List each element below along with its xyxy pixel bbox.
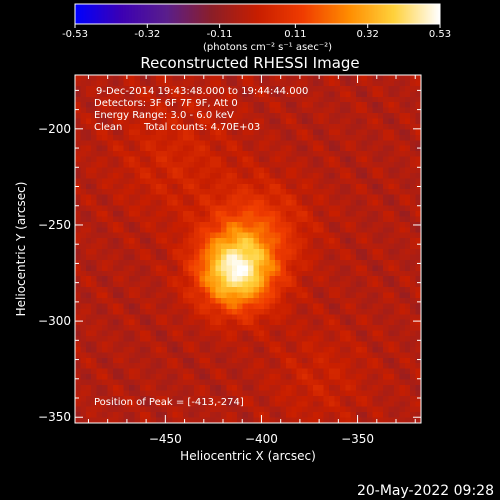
annotation-method: Clean	[94, 122, 122, 133]
colorbar-tick-label: -0.53	[62, 29, 88, 40]
colorbar-frame	[74, 3, 441, 25]
colorbar-tick-label: -0.32	[134, 29, 160, 40]
timestamp-footer: 20-May-2022 09:28	[357, 483, 494, 499]
colorbar-unit-label: (photons cm⁻² s⁻¹ asec⁻²)	[203, 42, 332, 53]
chart-title: Reconstructed RHESSI Image	[140, 54, 359, 72]
y-tick-label: −250	[38, 218, 71, 232]
y-tick-label: −300	[38, 314, 71, 328]
x-tick-label: −400	[245, 432, 278, 446]
colorbar-gradient	[75, 4, 440, 24]
plot-area: −450 −400 −350 −200 −250 −300 −350	[38, 74, 422, 446]
colorbar-tick-label: 0.53	[429, 29, 451, 40]
annotation-block: 9-Dec-2014 19:43:48.000 to 19:44:44.000 …	[94, 86, 308, 408]
heatmap-image	[75, 75, 421, 423]
colorbar-tick-label: 0.11	[284, 29, 306, 40]
x-tick-label: −350	[341, 432, 374, 446]
annotation-total-counts: Total counts: 4.70E+03	[143, 122, 260, 133]
annotation-detectors: Detectors: 3F 6F 7F 9F, Att 0	[94, 98, 238, 109]
colorbar: -0.53 -0.32 -0.11 0.11 0.32 0.53 (photons cm⁻…	[62, 3, 451, 53]
x-tick-label: −450	[149, 432, 182, 446]
y-tick-label: −200	[38, 122, 71, 136]
y-axis-label: Heliocentric Y (arcsec)	[14, 182, 28, 317]
x-axis-label: Heliocentric X (arcsec)	[180, 449, 316, 463]
annotation-time-range: 9-Dec-2014 19:43:48.000 to 19:44:44.000	[96, 86, 308, 97]
colorbar-tick-label: 0.32	[357, 29, 379, 40]
annotation-energy-range: Energy Range: 3.0 - 6.0 keV	[94, 110, 234, 121]
colorbar-tick-label: -0.11	[207, 29, 233, 40]
plot-frame	[74, 74, 422, 424]
y-tick-label: −350	[38, 410, 71, 424]
annotation-peak-position: Position of Peak = [-413,-274]	[94, 397, 244, 408]
